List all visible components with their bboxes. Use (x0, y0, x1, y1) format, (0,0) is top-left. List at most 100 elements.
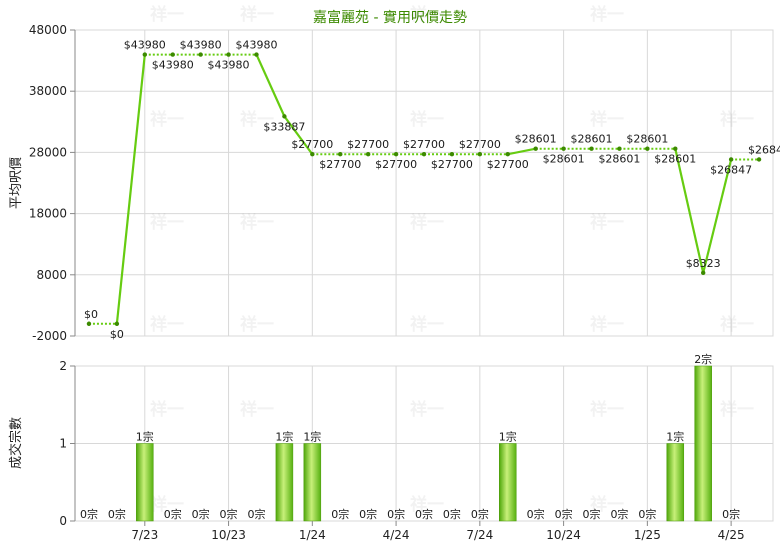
count-data-label: 0宗 (583, 507, 601, 521)
count-data-label: 0宗 (722, 507, 740, 521)
count-data-label: 1宗 (275, 430, 293, 444)
price-data-label: $27700 (431, 158, 473, 171)
price-line-segment (283, 115, 314, 155)
chart-title: 嘉富麗苑 - 實用呎價走勢 (313, 9, 467, 26)
count-data-label: 0宗 (331, 507, 349, 521)
price-line-segment (702, 159, 733, 274)
x-tick-label: 1/24 (299, 528, 326, 542)
count-bar (666, 443, 685, 522)
price-data-label: $8323 (686, 257, 721, 270)
price-point (645, 146, 650, 151)
watermark-text: 祥一 (150, 212, 184, 233)
price-point (505, 152, 510, 157)
count-y-tick-label: 0 (59, 514, 67, 528)
count-data-label: 0宗 (80, 507, 98, 521)
count-data-label: 0宗 (638, 507, 656, 521)
price-line-segment (507, 147, 536, 156)
price-data-label: $28601 (543, 153, 585, 166)
watermark-text: 祥一 (150, 494, 184, 515)
price-point (86, 321, 92, 326)
watermark-text: 祥一 (410, 494, 444, 515)
price-data-label: $27700 (375, 158, 417, 171)
watermark-text: 祥一 (150, 399, 184, 420)
price-data-label: $26847 (710, 163, 752, 176)
price-data-label: $27700 (403, 138, 445, 151)
watermark-text: 祥一 (410, 399, 444, 420)
watermark-text: 祥一 (240, 314, 274, 335)
price-data-label: $43980 (124, 39, 166, 52)
count-data-label: 1宗 (303, 430, 321, 444)
count-data-label: 0宗 (192, 507, 210, 521)
count-data-label: 1宗 (666, 430, 684, 444)
x-tick-label: 10/24 (546, 528, 581, 542)
price-data-label: $43980 (152, 59, 194, 72)
price-point (673, 146, 678, 151)
price-point (254, 52, 259, 57)
price-data-label: $27700 (459, 138, 501, 151)
price-point (617, 146, 622, 151)
count-data-label: 0宗 (108, 507, 126, 521)
count-data-label: 1宗 (499, 430, 517, 444)
price-point (310, 152, 315, 157)
watermark-text: 祥一 (590, 494, 624, 515)
count-bar (499, 443, 517, 522)
count-data-label: 0宗 (610, 507, 628, 521)
count-data-label: 0宗 (247, 507, 265, 521)
price-data-label: $33887 (263, 120, 305, 133)
price-point (561, 146, 566, 151)
price-y-tick-label: 28000 (29, 145, 67, 159)
price-point (393, 152, 399, 157)
count-bar (136, 443, 154, 522)
x-tick-label: 7/24 (466, 528, 493, 542)
watermark-text: 祥一 (720, 399, 754, 420)
watermark-text: 祥一 (720, 314, 754, 335)
watermark-text: 祥一 (720, 109, 754, 130)
price-point (365, 152, 371, 157)
price-y-tick-label: 8000 (36, 268, 67, 282)
watermark-text: 祥一 (590, 4, 624, 25)
price-data-label: $0 (110, 328, 124, 341)
count-data-label: 0宗 (471, 507, 489, 521)
price-point (226, 52, 231, 57)
count-bar (303, 443, 322, 522)
count-data-label: 0宗 (555, 507, 573, 521)
x-tick-label: 10/23 (211, 528, 246, 542)
count-data-label: 0宗 (220, 507, 238, 521)
transaction-count-panel: 成交宗數 2 1 0 0宗 0宗 1宗 0宗 0宗 0宗 0宗 1宗 1宗 0宗 0宗 0宗 0宗 0宗 0宗 1宗… (8, 352, 774, 542)
price-data-label: $43980 (180, 39, 222, 52)
price-data-label: $43980 (235, 39, 277, 52)
price-y-tick-label: 48000 (29, 23, 67, 37)
price-data-label: $27700 (319, 158, 361, 171)
x-tick-label: 7/23 (131, 528, 158, 542)
price-line-segment (674, 148, 705, 274)
price-point (114, 321, 120, 326)
price-point (198, 52, 203, 57)
watermark-text: 祥一 (240, 4, 274, 25)
count-bar (275, 443, 294, 522)
price-data-label: $27700 (347, 138, 389, 151)
count-y-axis-label: 成交宗數 (8, 417, 24, 469)
price-y-tick-label: 18000 (29, 207, 67, 221)
price-point (533, 146, 538, 151)
watermark-text: 祥一 (240, 212, 274, 233)
count-bar (694, 365, 712, 522)
price-point (142, 52, 147, 57)
count-y-tick-label: 1 (59, 437, 67, 451)
price-point (449, 152, 455, 157)
watermark-text: 祥一 (240, 399, 274, 420)
price-point (477, 152, 483, 157)
watermark-text: 祥一 (240, 109, 274, 130)
price-point (701, 270, 706, 276)
price-y-tick-label: 38000 (29, 84, 67, 98)
price-point (338, 152, 343, 157)
count-data-label: 2宗 (694, 352, 712, 366)
watermark-text: 祥一 (410, 314, 444, 335)
price-point (756, 157, 762, 162)
price-line-segment (115, 54, 146, 324)
price-point (170, 52, 175, 57)
price-data-label: $28601 (626, 133, 668, 146)
count-data-label: 0宗 (443, 507, 461, 521)
price-data-label: $27700 (487, 158, 529, 171)
price-data-label: $27700 (291, 138, 333, 151)
